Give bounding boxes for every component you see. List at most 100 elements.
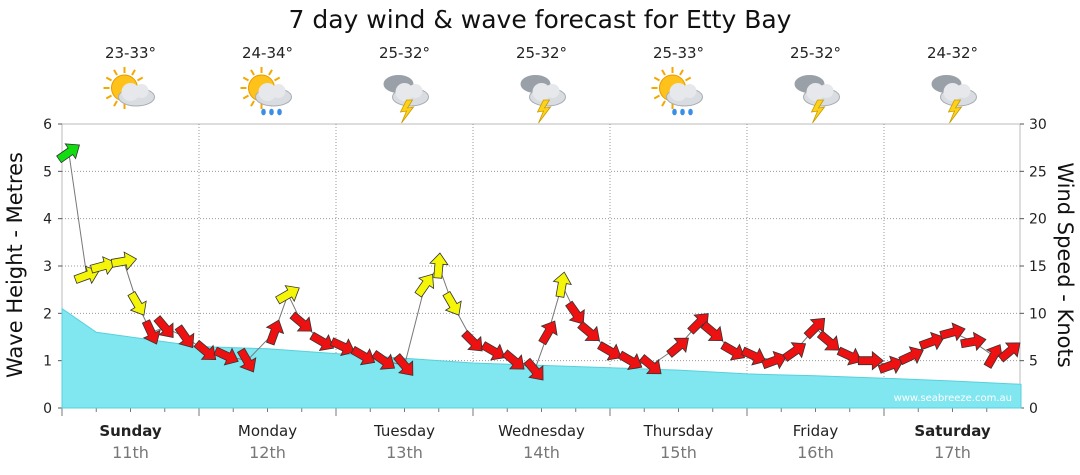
day-date: 15th (660, 443, 697, 462)
wind-arrow (761, 350, 788, 370)
right-tick-label: 5 (1029, 354, 1038, 370)
rain-drop (672, 108, 677, 116)
sun-ray (661, 69, 666, 76)
cloud-puff (134, 84, 149, 98)
wind-arrow (577, 320, 600, 342)
wind-arrow (983, 344, 1003, 369)
left-tick-label: 5 (43, 164, 52, 180)
right-tick-label: 20 (1029, 212, 1047, 228)
wind-arrow (350, 345, 376, 366)
day-temp-range: 25-33° (653, 44, 704, 62)
wind-arrow (56, 143, 80, 164)
day-date: 16th (797, 443, 834, 462)
rain-drop (261, 108, 266, 116)
wind-arrow (597, 341, 622, 361)
wind-arrow (803, 317, 826, 340)
wind-arrow (898, 346, 924, 366)
sun-ray (105, 94, 113, 100)
storm-cloud-icon (931, 75, 977, 124)
wind-arrow (617, 350, 643, 371)
chart-title: 7 day wind & wave forecast for Etty Bay (289, 5, 792, 34)
right-axis-title: Wind Speed - Knots (1053, 162, 1077, 367)
left-tick-label: 6 (43, 117, 52, 133)
storm-cloud-icon (794, 75, 840, 124)
wind-arrow (153, 315, 174, 338)
day-temp-range: 24-32° (927, 44, 978, 62)
sun-ray (250, 100, 255, 107)
day-date: 13th (386, 443, 423, 462)
wind-arrow (782, 342, 807, 362)
wind-arrow (329, 337, 356, 357)
wind-arrow (939, 322, 966, 342)
wind-arrow (565, 300, 585, 325)
left-tick-label: 0 (43, 401, 52, 417)
wind-arrow (687, 313, 709, 335)
cloud-puff (806, 83, 825, 101)
cloud-puff (545, 84, 560, 98)
rain-drop (277, 108, 282, 116)
sun-ray (268, 69, 273, 76)
day-name: Friday (793, 422, 839, 440)
cloud-puff (271, 84, 286, 98)
wind-arrow (393, 353, 414, 376)
wind-arrow (414, 273, 435, 298)
sun-cloud-rain-icon (240, 67, 292, 116)
wind-arrow (918, 331, 945, 351)
day-name: Sunday (99, 422, 162, 440)
sun-ray (653, 76, 661, 82)
day-date: 12th (249, 443, 286, 462)
sun-ray (273, 76, 281, 82)
wave-height-area (61, 307, 1022, 409)
wind-arrow (480, 341, 506, 361)
storm-cloud-icon (520, 75, 566, 124)
wind-arrow (720, 341, 746, 361)
wind-arrow (265, 319, 285, 346)
right-tick-label: 15 (1029, 259, 1047, 275)
wind-arrow (857, 350, 884, 371)
wind-arrow (89, 256, 117, 276)
wind-arrow (877, 355, 904, 375)
left-tick-label: 4 (43, 212, 52, 228)
day-temp-range: 23-33° (105, 44, 156, 62)
wind-arrow (997, 342, 1021, 363)
sun-ray (131, 69, 136, 76)
lightning-bolt (810, 99, 826, 124)
watermark: www.seabreeze.com.au (894, 393, 1012, 404)
sun-ray (113, 69, 118, 76)
cloud-puff (669, 83, 688, 101)
cloud-puff (956, 84, 971, 98)
wind-arrow (289, 311, 313, 332)
day-temp-range: 25-32° (516, 44, 567, 62)
right-tick-label: 10 (1029, 306, 1047, 322)
wind-arrow (960, 331, 987, 352)
wind-arrow (429, 252, 449, 279)
wind-arrow (538, 320, 558, 346)
left-tick-label: 1 (43, 354, 52, 370)
cloud-puff (408, 84, 423, 98)
lightning-bolt (536, 99, 552, 124)
left-axis-title: Wave Height - Metres (3, 152, 27, 378)
day-name: Saturday (914, 422, 991, 440)
day-name: Thursday (643, 422, 714, 440)
right-tick-label: 25 (1029, 164, 1047, 180)
partly-cloudy-icon (103, 67, 155, 109)
cloud-puff (682, 84, 697, 98)
right-tick-label: 30 (1029, 117, 1047, 133)
wind-arrow (523, 357, 544, 381)
sun-ray (250, 69, 255, 76)
wind-arrow (461, 329, 483, 352)
rain-drop (269, 108, 274, 116)
sun-cloud-rain-icon (651, 67, 703, 116)
day-date: 11th (112, 443, 149, 462)
day-temp-range: 24-34° (242, 44, 293, 62)
rain-drop (680, 108, 685, 116)
wind-arrow (236, 347, 257, 373)
wind-arrow (740, 346, 767, 366)
day-name: Wednesday (498, 422, 585, 440)
storm-cloud-icon (383, 75, 429, 124)
day-temp-range: 25-32° (790, 44, 841, 62)
wind-arrow (141, 319, 161, 345)
sun-ray (136, 76, 144, 82)
